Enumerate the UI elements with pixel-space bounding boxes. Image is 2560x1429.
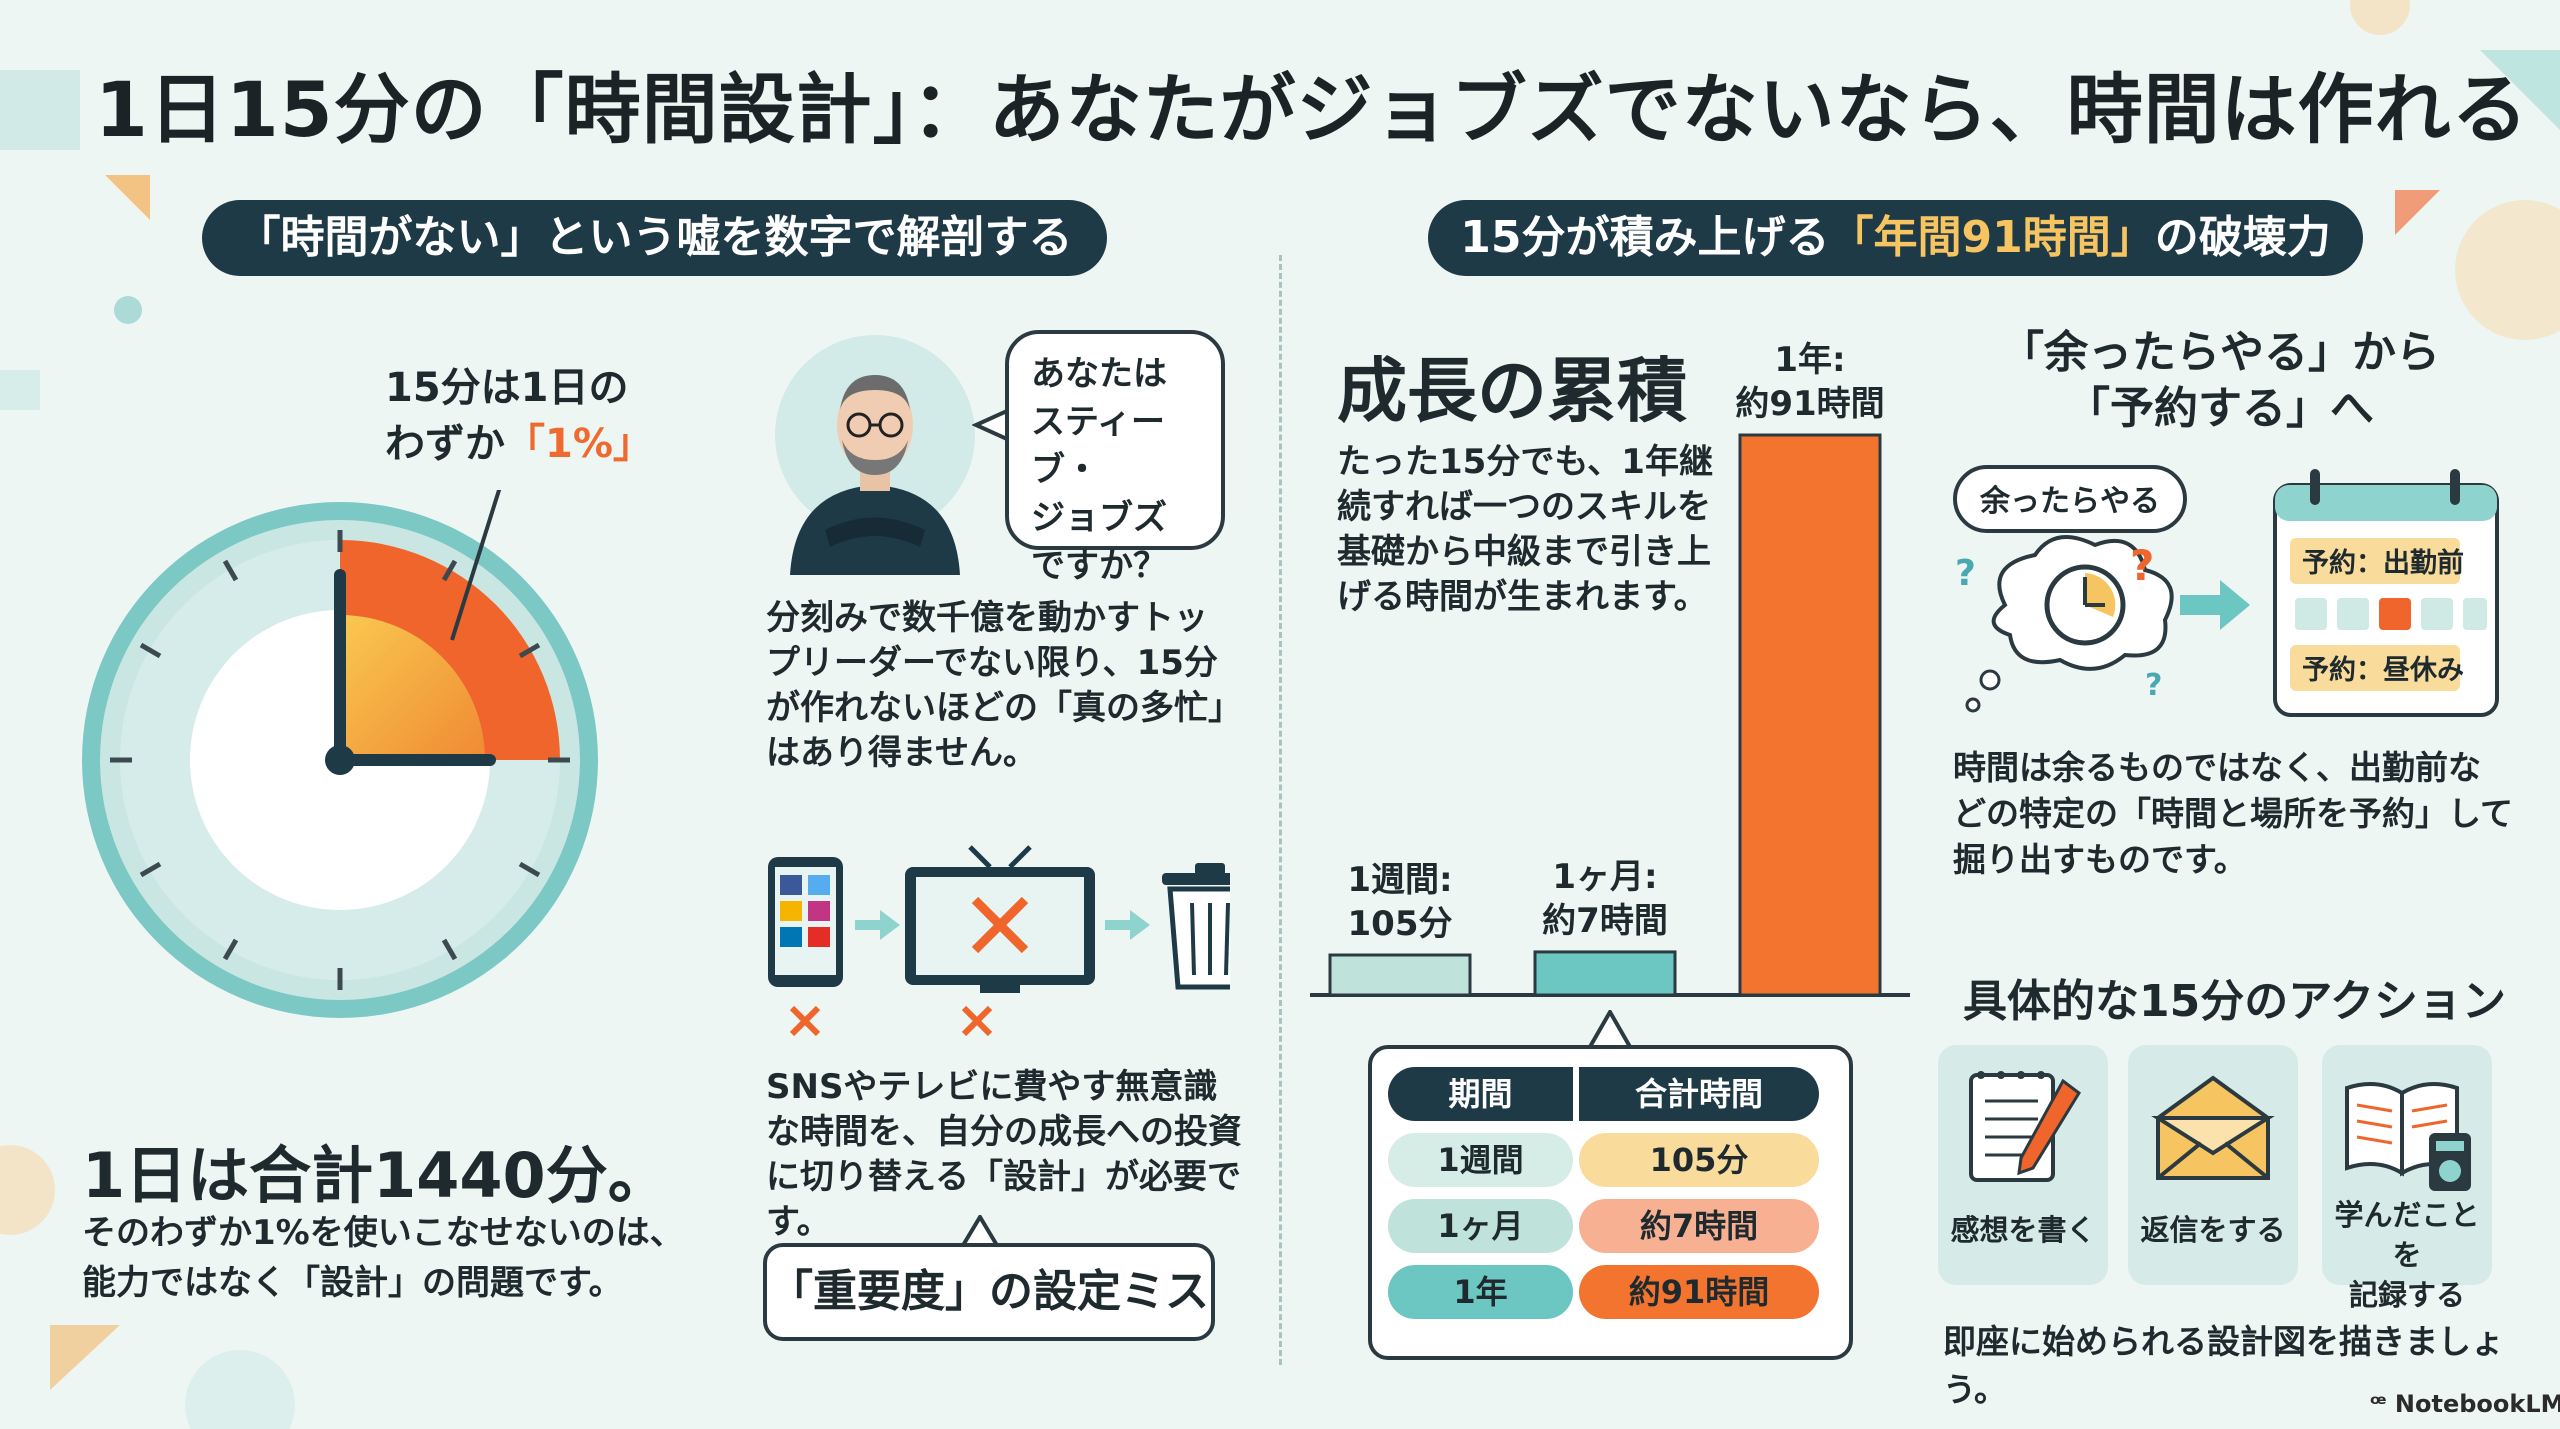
clock-icon [82, 490, 598, 1018]
action-heading: 具体的な15分のアクション [1963, 976, 2507, 1027]
table-row: 1年 約91時間 [1388, 1265, 1833, 1319]
table-header-row: 期間 合計時間 [1388, 1067, 1833, 1121]
calendar-icon: 予約：出勤前 予約：昼休み [2273, 469, 2499, 717]
steve-jobs-illustration [775, 335, 975, 575]
growth-heading: 成長の累積 [1337, 350, 1687, 432]
action-label-write: 感想を書く [1950, 1213, 2096, 1247]
table-cell-total: 105分 [1579, 1133, 1819, 1187]
action-label-record: 学んだことを 記録する [2334, 1198, 2480, 1312]
speech-bubble: あなたは スティーブ・ ジョブズ ですか？ [1005, 330, 1225, 586]
middle-section-title: 15分が積み上げる「年間91時間」の破壊力 [1428, 200, 2363, 276]
action-card-record: 学んだことを 記録する [2322, 1045, 2492, 1312]
envelope-icon [2151, 1075, 2275, 1180]
table-cell-total: 約91時間 [1579, 1265, 1819, 1319]
table-header-total: 合計時間 [1579, 1067, 1819, 1121]
reserve-text: 時間は余るものではなく、出勤前などの特定の「時間と場所を予約」して掘り出すもので… [1953, 748, 2514, 879]
svg-text:?: ? [1955, 553, 1976, 594]
table-cell-period: 1年 [1388, 1265, 1573, 1319]
table-cell-total: 約7時間 [1579, 1199, 1819, 1253]
notebooklm-brand: ꟹ NotebookLM [2370, 1390, 2560, 1418]
bar-label-1: 1ヶ月: [1552, 857, 1657, 897]
bar-1 [1533, 950, 1677, 997]
table-header-period: 期間 [1388, 1067, 1573, 1121]
bar-label-1: 約7時間 [1542, 901, 1668, 941]
svg-text:?: ? [2130, 541, 2154, 590]
action-label-reply: 返信をする [2140, 1213, 2286, 1247]
clock-callout-prefix: わずか [385, 421, 505, 467]
bar-0 [1328, 953, 1472, 997]
table-row: 1ヶ月 約7時間 [1388, 1199, 1833, 1253]
middle-section-title-highlight: 「年間91時間」 [1829, 212, 2155, 263]
reserve-heading: 「余ったらやる」から 「予約する」へ [1930, 325, 2510, 437]
trash-can-icon [1162, 863, 1230, 990]
middle-section-title-prefix: 15分が積み上げる [1460, 212, 1830, 263]
left-section-title: 「時間がない」という嘘を数字で解剖する [202, 200, 1107, 276]
arrow-right-icon [2180, 580, 2250, 630]
reserve-heading-line1: 「余ったらやる」から [2000, 327, 2440, 378]
bar-label-2: 約91時間 [1735, 384, 1884, 424]
reserve-illustration: 余ったらやる ? ? ? 予約：出勤前 予約：昼休み [1953, 465, 2499, 717]
table-cell-period: 1週間 [1388, 1133, 1573, 1187]
cumulative-bar-chart: 1週間:105分 1ヶ月:約7時間 1年:約91時間 [1310, 340, 1910, 997]
book-recorder-icon [2345, 1082, 2471, 1191]
clock-callout-line2: わずか「1%」 [385, 416, 653, 472]
table-row: 1週間 105分 [1388, 1133, 1833, 1187]
clock-callout: 15分は1日の わずか「1%」 [385, 360, 653, 472]
clock-callout-highlight: 「1%」 [505, 421, 653, 467]
sns-tv-text: SNSやテレビに費やす無意識な時間を、自分の成長への投資に切り替える「設計」が必… [766, 1067, 1242, 1242]
bar-label-0: 1週間: [1347, 860, 1452, 900]
action-card-write: 感想を書く [1938, 1045, 2108, 1285]
brand-text: NotebookLM [2394, 1390, 2560, 1418]
action-card-reply: 返信をする [2128, 1045, 2298, 1285]
top-leader-text: 分刻みで数千億を動かすトップリーダーでない限り、15分が作れないほどの「真の多忙… [766, 598, 1225, 773]
column-divider [1279, 255, 1282, 1365]
bar-label-2: 1年: [1774, 340, 1845, 380]
reserve-heading-line2: 「予約する」へ [2066, 383, 2374, 434]
growth-text: たった15分でも、1年継続すれば一つのスキルを基礎から中級まで引き上げる時間が生… [1337, 442, 1713, 617]
television-icon [905, 845, 1095, 993]
calendar-item-1: 予約：出勤前 [2302, 547, 2464, 579]
thought-cloud-icon: 余ったらやる ? ? ? [1953, 465, 2187, 713]
left-section-title-text: 「時間がない」という嘘を数字で解剖する [236, 212, 1073, 263]
calendar-item-2: 予約：昼休み [2302, 654, 2464, 686]
cumulative-table: 期間 合計時間 1週間 105分 1ヶ月 約7時間 1年 約91時間 [1368, 1045, 1853, 1360]
notepad-pen-icon [1969, 1071, 2081, 1182]
smartphone-icon [768, 857, 843, 987]
action-footer: 即座に始められる設計図を描きましょう。 [1943, 1322, 2504, 1409]
table-cell-period: 1ヶ月 [1388, 1199, 1573, 1253]
importance-mistake-box: 「重要度」の設定ミス [763, 1243, 1215, 1341]
svg-text:?: ? [2145, 668, 2162, 703]
main-title: 1日15分の「時間設計」：あなたがジョブズでないなら、時間は作れる [95, 65, 2529, 154]
total-desc-line1: そのわずか1%を使いこなせないのは、 [82, 1213, 684, 1253]
brand-icon: ꟹ [2370, 1390, 2395, 1418]
total-minutes-description: そのわずか1%を使いこなせないのは、 能力ではなく「設計」の問題です。 [82, 1208, 722, 1308]
speech-bubble-text: あなたは スティーブ・ ジョブズ ですか？ [1031, 354, 1167, 586]
total-minutes-heading: 1日は合計1440分。 [82, 1139, 670, 1212]
total-desc-line2: 能力ではなく「設計」の問題です。 [82, 1263, 623, 1303]
sns-tv-trash-illustration [768, 845, 1230, 1037]
bar-2 [1738, 433, 1882, 997]
clock-callout-line1: 15分は1日の [385, 365, 629, 411]
middle-section-title-suffix: の破壊力 [2154, 212, 2331, 263]
cloud-label: 余ったらやる [1979, 484, 2160, 519]
bar-label-0: 105分 [1348, 904, 1453, 944]
